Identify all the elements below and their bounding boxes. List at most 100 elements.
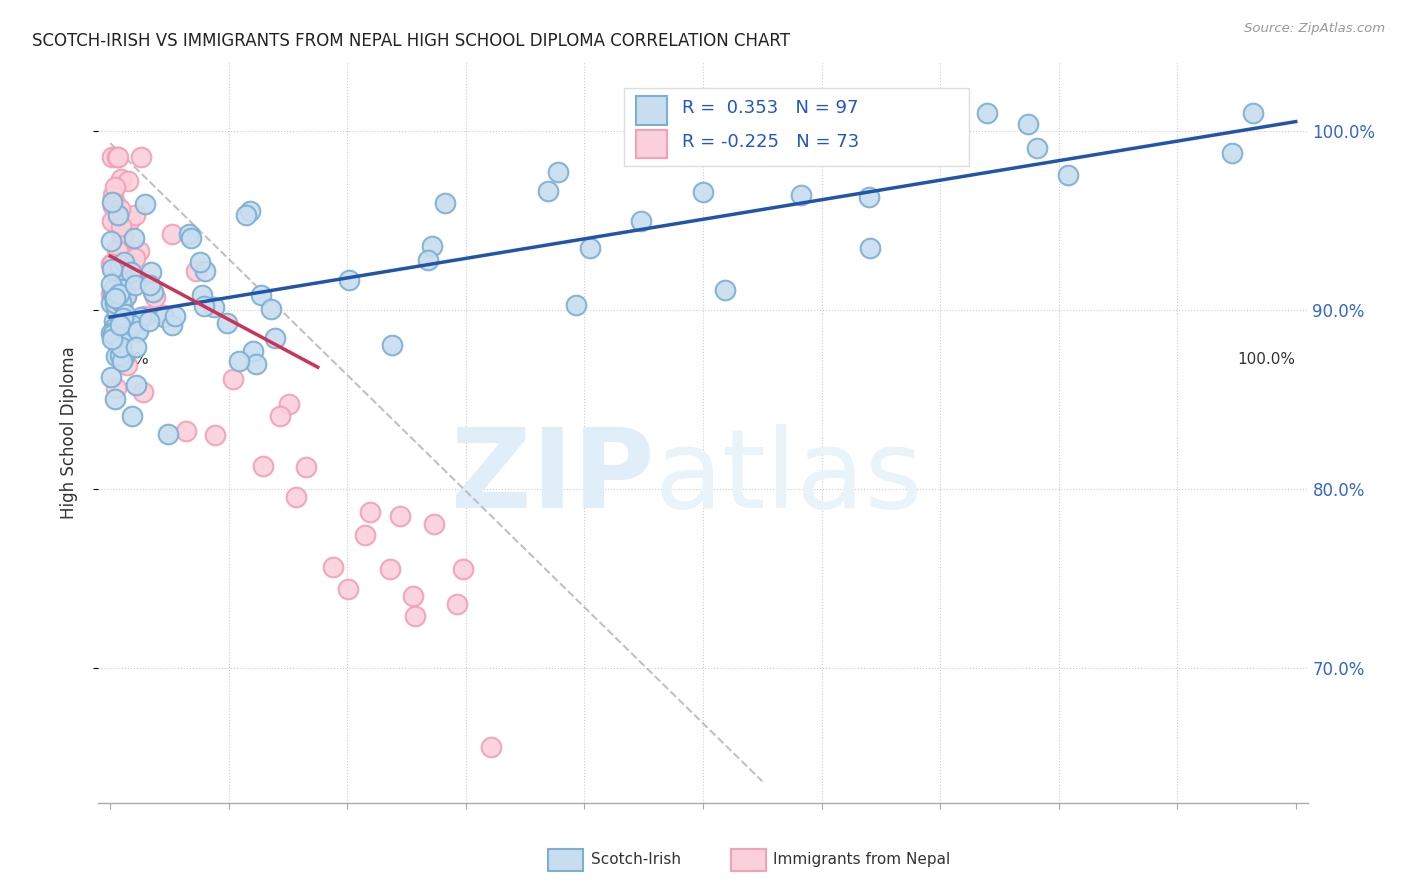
Point: [100, 326, 122, 340]
Point: [104, 265, 127, 279]
Point: [121, 409, 143, 423]
FancyBboxPatch shape: [624, 88, 969, 166]
Text: R = -0.225   N = 73: R = -0.225 N = 73: [682, 133, 859, 151]
Point: [107, 299, 129, 313]
Point: [380, 562, 402, 576]
Point: [110, 282, 132, 296]
Point: [250, 287, 273, 301]
Point: [117, 253, 139, 268]
Point: [105, 302, 128, 317]
Point: [111, 227, 134, 242]
Point: [104, 196, 127, 211]
Point: [128, 244, 150, 258]
Point: [104, 296, 127, 310]
Point: [107, 274, 129, 288]
Point: [118, 213, 141, 227]
Point: [101, 287, 124, 301]
Point: [110, 295, 132, 310]
Point: [235, 208, 257, 222]
Point: [115, 289, 138, 303]
Point: [1057, 168, 1080, 182]
Point: [228, 354, 250, 368]
Point: [100, 256, 122, 270]
Point: [124, 277, 146, 292]
Text: ZIP: ZIP: [451, 424, 655, 531]
Point: [630, 213, 652, 227]
Text: atlas: atlas: [655, 424, 924, 531]
Point: [110, 337, 132, 351]
Point: [295, 460, 318, 475]
Point: [103, 284, 125, 298]
Point: [139, 278, 162, 293]
Text: SCOTCH-IRISH VS IMMIGRANTS FROM NEPAL HIGH SCHOOL DIPLOMA CORRELATION CHART: SCOTCH-IRISH VS IMMIGRANTS FROM NEPAL HI…: [32, 32, 790, 50]
Point: [108, 254, 131, 268]
Point: [125, 340, 148, 354]
Point: [177, 227, 200, 242]
Point: [285, 490, 308, 504]
Point: [260, 301, 283, 316]
Point: [114, 285, 136, 299]
Point: [104, 180, 127, 194]
Point: [108, 348, 131, 362]
Point: [104, 381, 127, 395]
Point: [402, 589, 425, 603]
Point: [115, 325, 138, 339]
Point: [105, 151, 128, 165]
Point: [547, 165, 569, 179]
Point: [121, 318, 143, 332]
Point: [107, 331, 129, 345]
Point: [100, 296, 122, 310]
Point: [107, 292, 129, 306]
Point: [269, 409, 291, 423]
Point: [100, 257, 122, 271]
Point: [110, 258, 132, 272]
Point: [112, 350, 135, 364]
Point: [115, 358, 138, 372]
FancyBboxPatch shape: [637, 130, 666, 158]
Point: [453, 562, 475, 576]
Point: [145, 290, 167, 304]
Point: [108, 265, 131, 279]
Point: [433, 196, 456, 211]
Point: [132, 384, 155, 399]
Point: [188, 255, 211, 269]
Point: [101, 213, 124, 227]
Point: [138, 313, 160, 327]
Point: [108, 318, 131, 332]
Point: [354, 528, 377, 542]
Point: [193, 299, 215, 313]
Point: [101, 151, 124, 165]
Point: [125, 272, 148, 286]
Point: [100, 370, 122, 384]
Point: [114, 307, 136, 321]
Point: [129, 151, 152, 165]
Point: [107, 244, 129, 259]
Point: [112, 255, 135, 269]
Point: [165, 310, 187, 324]
Point: [191, 288, 214, 302]
Point: [107, 252, 129, 266]
Point: [388, 509, 411, 524]
Point: [416, 252, 439, 267]
Point: [104, 301, 127, 315]
Point: [1241, 105, 1264, 120]
Point: [103, 314, 125, 328]
Point: [537, 185, 560, 199]
Point: [124, 251, 146, 265]
Point: [134, 197, 156, 211]
Text: R =  0.353   N = 97: R = 0.353 N = 97: [682, 99, 859, 118]
Point: [103, 282, 125, 296]
Point: [153, 309, 176, 323]
Point: [142, 285, 165, 300]
Point: [122, 231, 145, 245]
Point: [101, 194, 124, 209]
Text: 0.0%: 0.0%: [110, 351, 149, 367]
Point: [111, 299, 134, 313]
Point: [446, 597, 468, 611]
Point: [789, 187, 811, 202]
Point: [859, 241, 882, 255]
Point: [111, 354, 134, 368]
Point: [202, 301, 225, 315]
Point: [1017, 117, 1039, 131]
Point: [101, 188, 124, 202]
